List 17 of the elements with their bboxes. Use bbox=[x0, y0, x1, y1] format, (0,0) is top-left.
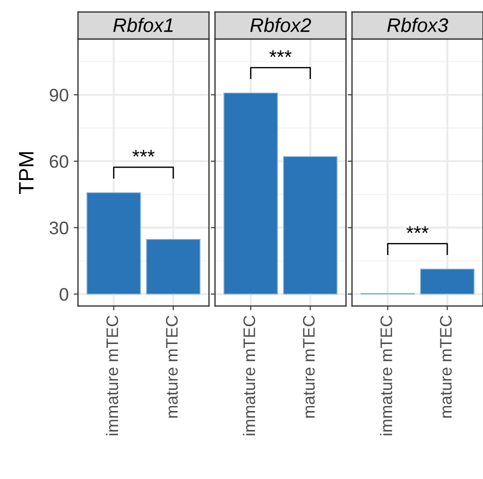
y-tick-label: 0 bbox=[60, 288, 68, 301]
y-tick-label: 30 bbox=[50, 222, 68, 234]
chart-title: Rbfox1 bbox=[113, 18, 173, 32]
x-tick-label: mature mTEC bbox=[166, 316, 178, 418]
x-tick-label: immature mTEC bbox=[106, 316, 118, 436]
x-tick-label: mature mTEC bbox=[302, 316, 315, 418]
x-tick-label: immature mTEC bbox=[380, 316, 392, 436]
y-tick-label: 60 bbox=[50, 155, 68, 168]
annotation: *** bbox=[406, 226, 429, 234]
chart-title: Rbfox3 bbox=[387, 18, 448, 32]
annotation: *** bbox=[269, 50, 292, 58]
x-tick-label: mature mTEC bbox=[440, 316, 452, 418]
x-tick-label: immature mTEC bbox=[242, 316, 256, 436]
y-axis-title: TPM bbox=[19, 152, 34, 194]
chart-title: Rbfox2 bbox=[250, 18, 312, 32]
annotation: *** bbox=[132, 150, 155, 157]
y-tick-label: 90 bbox=[50, 88, 68, 102]
